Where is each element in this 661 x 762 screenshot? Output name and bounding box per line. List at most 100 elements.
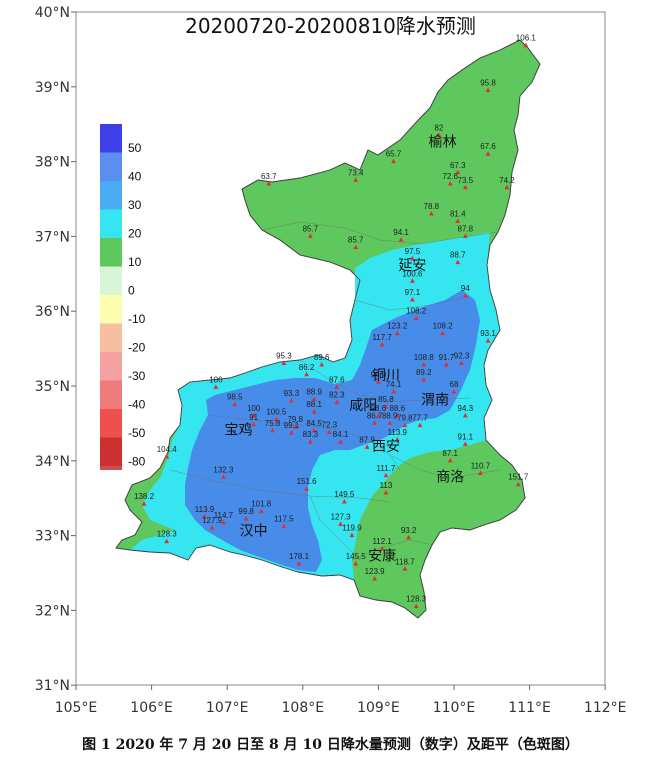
station-value: 72.6 — [442, 172, 458, 181]
station-marker — [504, 184, 510, 190]
station-marker — [410, 255, 415, 261]
y-axis-labels: 40°N 39°N 38°N 37°N 36°N 35°N 34°N 33°N 32°N 31°N — [35, 5, 70, 694]
city-label: 宝鸡 — [225, 422, 253, 439]
station-marker — [376, 412, 381, 418]
station-value: 89.6 — [314, 353, 330, 362]
station-value: 86.7 — [367, 411, 383, 420]
station-value: 106 — [209, 375, 223, 384]
station-value: 88.9 — [306, 387, 322, 396]
city-label: 渭南 — [421, 393, 449, 409]
station-marker — [307, 439, 313, 444]
station-value: 110.7 — [471, 462, 491, 471]
station-value: 95.3 — [276, 352, 292, 361]
station-value: 104.4 — [157, 445, 178, 454]
legend-swatch — [100, 124, 122, 153]
legend-label: -80 — [128, 454, 146, 468]
station-marker — [379, 341, 385, 347]
station-value: 81.4 — [450, 209, 466, 218]
station-marker — [451, 388, 457, 394]
plot-frame — [75, 11, 606, 686]
x-tick-label: 107°E — [206, 700, 249, 716]
map-title: 20200720-20200810降水预测 — [185, 14, 476, 38]
station-marker — [394, 330, 400, 336]
station-marker — [364, 444, 370, 449]
station-value: 88.9 — [382, 411, 398, 420]
station-value: 127.9 — [202, 516, 223, 525]
station-marker — [485, 338, 491, 343]
station-value: 94.1 — [393, 228, 409, 237]
station-marker — [421, 377, 427, 382]
legend-label: 50 — [128, 141, 142, 155]
station-marker — [455, 169, 461, 175]
station-value: 72.3 — [321, 420, 337, 429]
station-marker — [319, 362, 325, 367]
station-value: 84.5 — [306, 419, 322, 428]
station-value: 108.8 — [414, 353, 435, 362]
station-marker — [164, 454, 170, 459]
station-value: 78.8 — [424, 202, 440, 211]
station-value: 82.3 — [329, 390, 345, 399]
station-marker — [141, 501, 147, 506]
station-value: 127.3 — [331, 512, 352, 521]
y-tick-label: 34°N — [35, 454, 70, 470]
legend-swatch — [100, 466, 122, 470]
station-value: 88.6 — [390, 404, 406, 413]
station-marker — [428, 210, 434, 216]
legend-label: 0 — [128, 283, 135, 297]
station-marker — [349, 532, 355, 538]
station-value: 119.9 — [342, 524, 362, 533]
station-marker — [273, 416, 279, 422]
legend-swatch — [100, 181, 122, 210]
station-value: 68 — [450, 380, 459, 389]
station-value: 67.6 — [480, 142, 496, 151]
city-boundaries — [169, 221, 501, 561]
legend-swatch — [100, 152, 122, 181]
station-marker — [391, 388, 396, 394]
station-marker — [164, 538, 170, 544]
station-marker — [462, 293, 468, 298]
station-marker — [485, 87, 491, 93]
station-value: 112.1 — [372, 537, 392, 546]
station-value: 118.7 — [395, 557, 415, 566]
station-value: 113.9 — [195, 505, 215, 514]
legend-label: -30 — [128, 369, 146, 383]
station-value: 88.7 — [450, 251, 466, 260]
station-marker — [243, 516, 249, 521]
city-label: 延安 — [398, 258, 426, 274]
station-value: 100.5 — [266, 408, 287, 417]
station-marker — [402, 422, 408, 428]
city-label: 西安 — [372, 439, 400, 455]
station-value: 92.3 — [454, 352, 470, 361]
station-marker — [341, 498, 347, 504]
station-value: 98.5 — [227, 393, 243, 402]
legend-swatch — [100, 323, 122, 352]
station-marker — [258, 508, 264, 514]
station-marker — [202, 513, 207, 519]
y-tick-label: 40°N — [35, 5, 70, 21]
legend-label: -10 — [128, 312, 146, 326]
station-marker — [436, 132, 442, 137]
station-value: 100.6 — [402, 269, 423, 278]
station-value: 132.3 — [213, 465, 234, 474]
station-value: 151.7 — [508, 473, 529, 482]
legend-swatch — [100, 437, 122, 466]
legend-label: 40 — [128, 169, 142, 183]
station-marker — [209, 525, 215, 530]
station-marker — [251, 412, 257, 418]
station-marker — [406, 534, 412, 540]
station-value: 91.7 — [439, 353, 455, 362]
station-marker — [296, 561, 302, 566]
station-marker — [383, 489, 389, 495]
station-marker — [417, 422, 423, 428]
station-marker — [289, 397, 294, 403]
y-tick-label: 32°N — [35, 603, 70, 619]
legend-label: 30 — [128, 198, 142, 212]
city-label: 榆林 — [429, 135, 457, 151]
station-marker — [311, 409, 317, 414]
legend-swatch — [100, 352, 122, 381]
station-value: 123.2 — [387, 322, 408, 331]
station-value: 73.5 — [458, 176, 474, 185]
x-tick-label: 110°E — [433, 700, 476, 716]
